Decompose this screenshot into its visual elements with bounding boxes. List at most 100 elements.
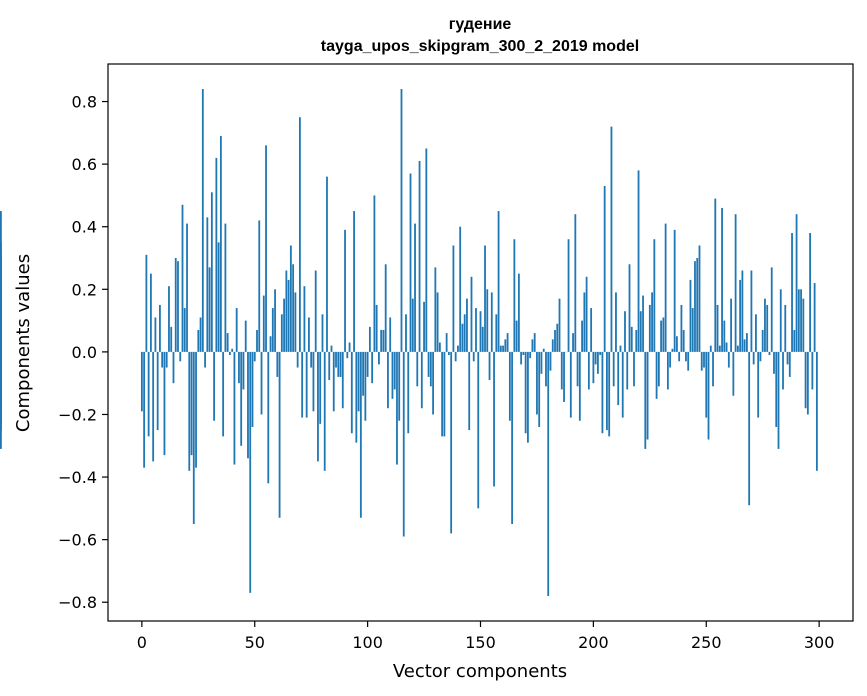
bar	[174, 258, 177, 352]
bar	[743, 339, 746, 352]
bar	[761, 329, 764, 352]
bar	[256, 329, 258, 352]
bar	[567, 239, 570, 352]
bar	[330, 345, 333, 352]
bar	[691, 308, 694, 352]
bar	[712, 351, 714, 387]
bar	[303, 286, 306, 352]
bar	[698, 245, 701, 352]
bar	[777, 351, 780, 449]
bar	[617, 351, 620, 406]
bar	[549, 351, 552, 371]
bar	[427, 351, 430, 377]
bar	[791, 232, 793, 352]
bar	[493, 351, 495, 487]
bar	[280, 314, 283, 352]
bar	[179, 351, 182, 362]
bar	[786, 351, 789, 365]
bar	[409, 173, 412, 352]
bar	[278, 351, 281, 518]
bar	[725, 342, 728, 352]
bar	[147, 351, 150, 437]
bar	[621, 351, 624, 418]
bar	[608, 351, 611, 437]
bar	[773, 351, 775, 374]
bar	[804, 351, 807, 409]
bar	[797, 289, 800, 352]
bar	[578, 351, 581, 421]
bar	[371, 351, 374, 384]
bar	[590, 308, 593, 352]
bar	[601, 351, 604, 434]
bar	[484, 245, 486, 352]
bar	[703, 351, 705, 368]
bar	[384, 264, 387, 352]
bar	[192, 351, 195, 524]
bar	[648, 304, 651, 352]
bar	[323, 351, 326, 471]
bar	[515, 320, 518, 352]
bar	[716, 304, 719, 352]
bar	[317, 351, 319, 462]
bar	[599, 351, 602, 356]
bar	[745, 333, 748, 352]
x-tick-label: 250	[691, 633, 722, 652]
bar	[630, 326, 633, 352]
bar	[581, 320, 583, 352]
bar	[768, 351, 771, 356]
bar	[452, 245, 455, 352]
bar	[188, 351, 191, 471]
bar	[143, 351, 146, 468]
bar	[653, 239, 656, 352]
x-tick-label: 200	[578, 633, 609, 652]
bar	[301, 351, 304, 418]
bar	[328, 351, 331, 381]
bar	[490, 292, 493, 352]
bar	[628, 264, 631, 352]
bar	[258, 220, 261, 352]
bar	[574, 214, 577, 352]
bar	[405, 314, 407, 352]
bar	[229, 351, 231, 356]
bar	[750, 270, 753, 352]
bar	[429, 351, 432, 387]
bar	[393, 351, 396, 390]
y-tick-label: 0.2	[72, 280, 97, 299]
bar	[714, 198, 717, 352]
bar	[344, 229, 346, 352]
bar	[251, 351, 254, 427]
bar	[793, 329, 796, 352]
bar	[603, 186, 606, 352]
bar	[359, 351, 362, 518]
bar	[764, 298, 766, 352]
bar	[635, 329, 638, 352]
bar	[0, 326, 2, 352]
bar	[332, 351, 335, 412]
bar	[806, 351, 809, 415]
bar	[224, 223, 227, 352]
bar	[154, 317, 157, 352]
y-tick-label: −0.8	[58, 593, 97, 612]
bar	[572, 333, 574, 352]
bar	[522, 351, 525, 356]
bar	[170, 326, 173, 352]
bar	[678, 351, 681, 362]
x-axis-ticks: 0 50 100 150 200 250 300	[137, 621, 834, 652]
bar	[436, 292, 439, 352]
bar	[197, 329, 200, 352]
bar	[633, 351, 635, 387]
y-axis-label: Components values	[13, 254, 34, 432]
bar	[149, 273, 152, 352]
bar	[454, 351, 457, 362]
bar	[172, 351, 175, 384]
bar	[219, 135, 222, 352]
bar	[513, 239, 516, 352]
bar	[660, 320, 663, 352]
bar	[260, 351, 263, 415]
bar	[468, 351, 471, 431]
bar	[314, 270, 317, 352]
chart-subtitle: tayga_upos_skipgram_300_2_2019 model	[321, 38, 639, 55]
bar	[217, 242, 220, 352]
bar	[319, 351, 322, 424]
bar	[815, 351, 818, 471]
